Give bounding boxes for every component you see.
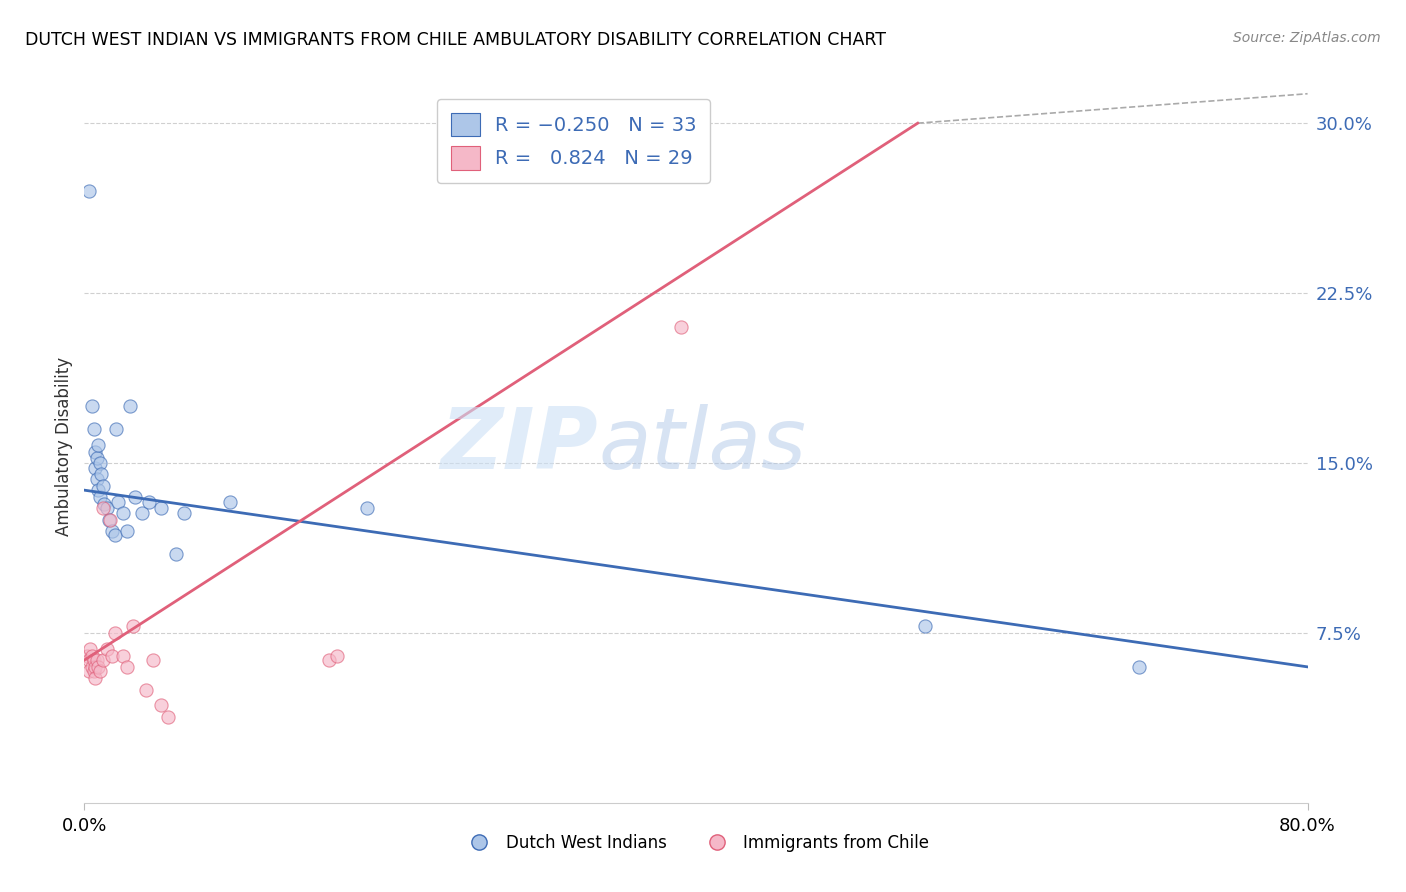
Point: [87, 438, 110, 452]
Point: [131, 506, 153, 520]
Point: [107, 494, 129, 508]
Point: [91, 478, 114, 492]
Point: [124, 490, 146, 504]
Point: [91, 501, 114, 516]
Point: [104, 528, 127, 542]
Text: ZIP: ZIP: [440, 404, 598, 488]
Point: [218, 494, 240, 508]
Point: [135, 682, 157, 697]
Point: [80, 400, 103, 414]
Legend: Dutch West Indians, Immigrants from Chile: Dutch West Indians, Immigrants from Chil…: [456, 828, 936, 859]
Point: [105, 422, 128, 436]
Point: [356, 501, 378, 516]
Y-axis label: Ambulatory Disability: Ambulatory Disability: [55, 357, 73, 535]
Point: [89, 456, 111, 470]
Point: [89, 665, 111, 679]
Point: [1128, 660, 1150, 674]
Point: [89, 490, 111, 504]
Point: [84, 660, 107, 674]
Text: atlas: atlas: [598, 404, 806, 488]
Point: [101, 648, 124, 663]
Point: [111, 648, 134, 663]
Point: [77, 665, 100, 679]
Point: [101, 524, 124, 538]
Point: [96, 501, 118, 516]
Point: [318, 653, 340, 667]
Point: [142, 653, 165, 667]
Point: [157, 709, 180, 723]
Point: [77, 184, 100, 198]
Point: [79, 641, 101, 656]
Point: [87, 483, 110, 498]
Point: [149, 501, 172, 516]
Point: [84, 460, 107, 475]
Point: [149, 698, 172, 713]
Point: [83, 653, 105, 667]
Text: Source: ZipAtlas.com: Source: ZipAtlas.com: [1233, 31, 1381, 45]
Point: [90, 467, 112, 482]
Point: [120, 400, 142, 414]
Point: [115, 660, 138, 674]
Point: [80, 660, 103, 674]
Point: [84, 444, 107, 458]
Point: [914, 619, 936, 633]
Point: [115, 524, 138, 538]
Point: [91, 653, 114, 667]
Point: [87, 660, 110, 674]
Point: [325, 648, 347, 663]
Point: [96, 641, 118, 656]
Point: [111, 506, 134, 520]
Point: [98, 513, 121, 527]
Point: [138, 494, 160, 508]
Point: [173, 506, 195, 520]
Point: [86, 653, 108, 667]
Point: [80, 648, 103, 663]
Point: [104, 626, 127, 640]
Point: [76, 648, 98, 663]
Point: [84, 671, 107, 685]
Point: [97, 513, 120, 527]
Point: [77, 653, 100, 667]
Point: [122, 619, 145, 633]
Point: [93, 497, 115, 511]
Point: [669, 320, 692, 334]
Point: [86, 472, 108, 486]
Text: DUTCH WEST INDIAN VS IMMIGRANTS FROM CHILE AMBULATORY DISABILITY CORRELATION CHA: DUTCH WEST INDIAN VS IMMIGRANTS FROM CHI…: [25, 31, 886, 49]
Point: [86, 451, 108, 466]
Point: [83, 422, 105, 436]
Point: [83, 665, 105, 679]
Point: [165, 547, 187, 561]
